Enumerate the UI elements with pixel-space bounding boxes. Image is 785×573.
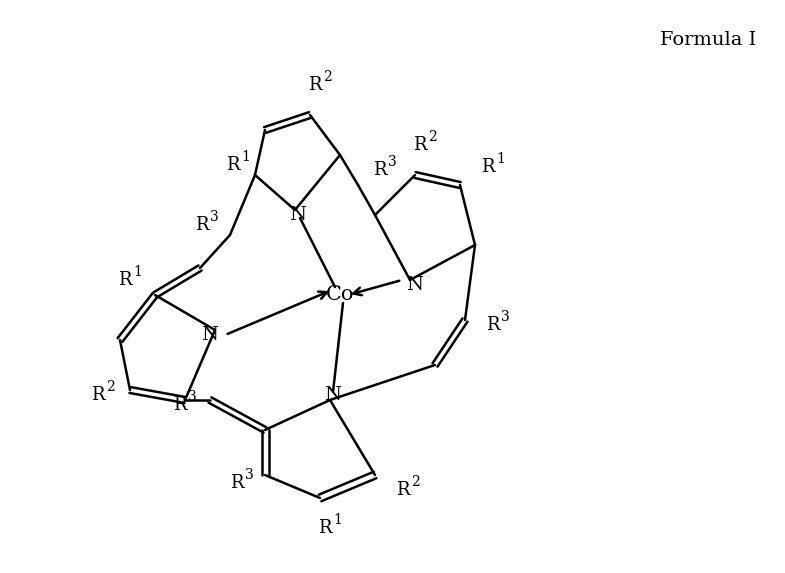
Text: R: R [173, 396, 187, 414]
Text: N: N [324, 386, 341, 404]
Text: 2: 2 [428, 130, 436, 144]
Text: R: R [413, 136, 427, 154]
Text: R: R [481, 158, 495, 176]
Text: N: N [407, 276, 423, 294]
Text: 3: 3 [245, 468, 254, 482]
Text: 1: 1 [241, 150, 250, 164]
Text: R: R [91, 386, 104, 404]
Text: R: R [318, 519, 332, 537]
Text: 2: 2 [411, 475, 420, 489]
Text: R: R [486, 316, 500, 334]
Text: R: R [373, 161, 387, 179]
Text: 2: 2 [106, 380, 115, 394]
Text: R: R [226, 156, 239, 174]
Text: 3: 3 [210, 210, 219, 224]
Text: 1: 1 [496, 152, 505, 166]
Text: 3: 3 [501, 310, 509, 324]
Text: 3: 3 [388, 155, 396, 169]
Text: 2: 2 [323, 70, 332, 84]
Text: N: N [202, 326, 218, 344]
Text: N: N [290, 206, 306, 224]
Text: 1: 1 [333, 513, 342, 527]
Text: R: R [309, 76, 322, 94]
Text: 3: 3 [188, 390, 197, 404]
Text: Co: Co [326, 285, 354, 304]
Text: Formula I: Formula I [660, 31, 756, 49]
Text: 1: 1 [133, 265, 142, 279]
Text: R: R [230, 474, 244, 492]
Text: R: R [119, 271, 132, 289]
Text: R: R [195, 216, 209, 234]
Text: R: R [396, 481, 410, 499]
